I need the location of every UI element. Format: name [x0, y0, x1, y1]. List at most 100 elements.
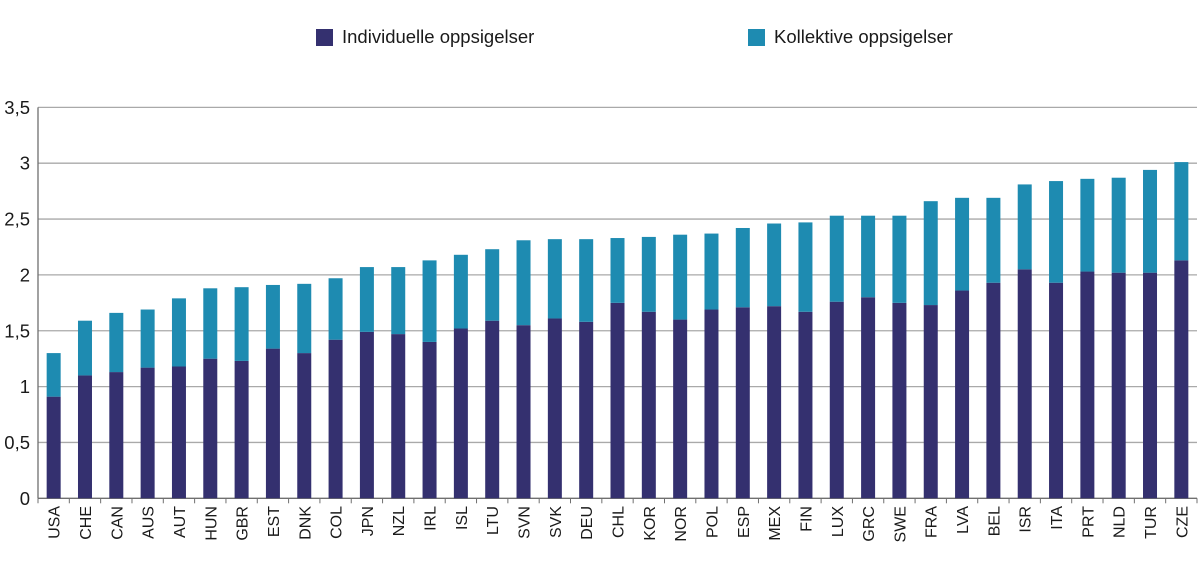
legend-label-individual: Individuelle oppsigelser: [342, 26, 535, 47]
x-axis-label-SVN: SVN: [517, 506, 534, 539]
bar-CHL-collective: [610, 238, 625, 303]
y-axis-tick-label: 3,5: [4, 97, 30, 118]
x-axis-label-POL: POL: [704, 506, 721, 538]
bar-COL-collective: [328, 278, 343, 340]
bar-CHE-collective: [77, 320, 92, 376]
bar-LVA-individual: [955, 290, 970, 499]
bar-ESP-collective: [735, 227, 750, 308]
bar-ISR-collective: [1017, 184, 1032, 270]
x-axis-label-MEX: MEX: [767, 506, 784, 541]
bar-BEL-collective: [986, 197, 1001, 283]
y-axis-tick-label: 1: [20, 376, 30, 397]
x-axis-label-USA: USA: [47, 506, 64, 539]
bar-TUR-collective: [1143, 169, 1158, 273]
bar-POL-collective: [704, 233, 719, 310]
bar-JPN-individual: [359, 331, 374, 499]
bar-KOR-collective: [641, 236, 656, 312]
bar-SWE-individual: [892, 302, 907, 499]
bar-NOR-individual: [673, 319, 688, 499]
x-axis-label-FRA: FRA: [924, 506, 941, 538]
bar-JPN-collective: [359, 267, 374, 332]
bar-GRC-collective: [861, 215, 876, 298]
x-axis-label-CZE: CZE: [1174, 506, 1191, 538]
y-axis-tick-label: 0: [20, 488, 30, 509]
x-axis-label-SWE: SWE: [892, 506, 909, 542]
bar-CZE-collective: [1174, 162, 1189, 261]
x-axis-label-FIN: FIN: [798, 506, 815, 532]
x-axis-label-GRC: GRC: [861, 506, 878, 542]
legend-swatch-individual-icon: [316, 28, 333, 46]
x-axis-label-DEU: DEU: [579, 506, 596, 540]
bar-USA-collective: [46, 353, 61, 397]
bar-KOR-individual: [641, 311, 656, 499]
x-axis-label-JPN: JPN: [360, 506, 377, 536]
x-axis-label-ITA: ITA: [1049, 506, 1066, 530]
bar-NZL-individual: [391, 334, 406, 499]
bar-FIN-collective: [798, 222, 813, 312]
bar-ESP-individual: [735, 307, 750, 499]
bar-LVA-collective: [955, 197, 970, 291]
legend-item-collective: Kollektive oppsigelser: [748, 26, 953, 48]
bar-DNK-collective: [297, 283, 312, 354]
legend-item-individual: Individuelle oppsigelser: [316, 26, 534, 48]
x-axis-label-ESP: ESP: [736, 506, 753, 538]
bar-AUS-collective: [140, 309, 155, 368]
bar-AUS-individual: [140, 367, 155, 499]
x-axis-label-AUT: AUT: [172, 506, 189, 538]
x-axis-label-KOR: KOR: [642, 506, 659, 541]
x-axis-label-NZL: NZL: [391, 506, 408, 536]
x-axis-label-NOR: NOR: [673, 506, 690, 542]
x-axis-label-LVA: LVA: [955, 506, 972, 534]
x-axis-label-TUR: TUR: [1143, 506, 1160, 539]
x-axis-label-DNK: DNK: [297, 506, 314, 540]
bar-LUX-collective: [829, 215, 844, 302]
bar-ISL-individual: [453, 328, 468, 499]
x-axis-label-GBR: GBR: [235, 506, 252, 541]
bar-CHE-individual: [77, 375, 92, 499]
bar-LTU-individual: [485, 320, 500, 499]
bar-MEX-collective: [767, 223, 782, 307]
y-axis-tick-label: 0,5: [4, 432, 30, 453]
bar-CAN-collective: [109, 312, 124, 373]
bar-ISL-collective: [453, 254, 468, 329]
bar-PRT-individual: [1080, 271, 1095, 499]
bar-LTU-collective: [485, 249, 500, 321]
bar-EST-collective: [265, 284, 280, 349]
x-axis-label-EST: EST: [266, 506, 283, 537]
x-axis-label-AUS: AUS: [141, 506, 158, 539]
x-axis-label-LUX: LUX: [830, 506, 847, 537]
bar-NZL-collective: [391, 267, 406, 335]
bar-ITA-individual: [1049, 282, 1064, 499]
bar-SWE-collective: [892, 215, 907, 303]
legend-label-collective: Kollektive oppsigelser: [774, 26, 953, 47]
bar-HUN-individual: [203, 358, 218, 499]
bar-SVN-collective: [516, 240, 531, 326]
bar-SVK-collective: [547, 239, 562, 319]
bar-SVN-individual: [516, 325, 531, 499]
x-axis-label-NLD: NLD: [1112, 506, 1129, 538]
legend-swatch-collective-icon: [748, 28, 765, 46]
x-axis-label-IRL: IRL: [423, 506, 440, 531]
bar-FRA-individual: [923, 305, 938, 499]
bar-GBR-collective: [234, 287, 249, 361]
x-axis-label-COL: COL: [329, 506, 346, 539]
bar-MEX-individual: [767, 306, 782, 499]
y-axis-tick-label: 1,5: [4, 320, 30, 341]
bar-CAN-individual: [109, 372, 124, 499]
bar-LUX-individual: [829, 301, 844, 499]
bar-CHL-individual: [610, 302, 625, 499]
bar-COL-individual: [328, 339, 343, 499]
x-axis-label-BEL: BEL: [986, 506, 1003, 536]
bar-USA-individual: [46, 396, 61, 499]
bar-TUR-individual: [1143, 272, 1158, 499]
x-axis-label-CHE: CHE: [78, 506, 95, 540]
bar-IRL-collective: [422, 260, 437, 342]
x-axis-label-ISL: ISL: [454, 506, 471, 530]
y-axis-tick-label: 2: [20, 264, 30, 285]
bar-GRC-individual: [861, 297, 876, 499]
x-axis-label-HUN: HUN: [203, 506, 220, 541]
bar-SVK-individual: [547, 318, 562, 499]
x-axis-label-CHL: CHL: [611, 506, 628, 538]
bar-ISR-individual: [1017, 269, 1032, 499]
